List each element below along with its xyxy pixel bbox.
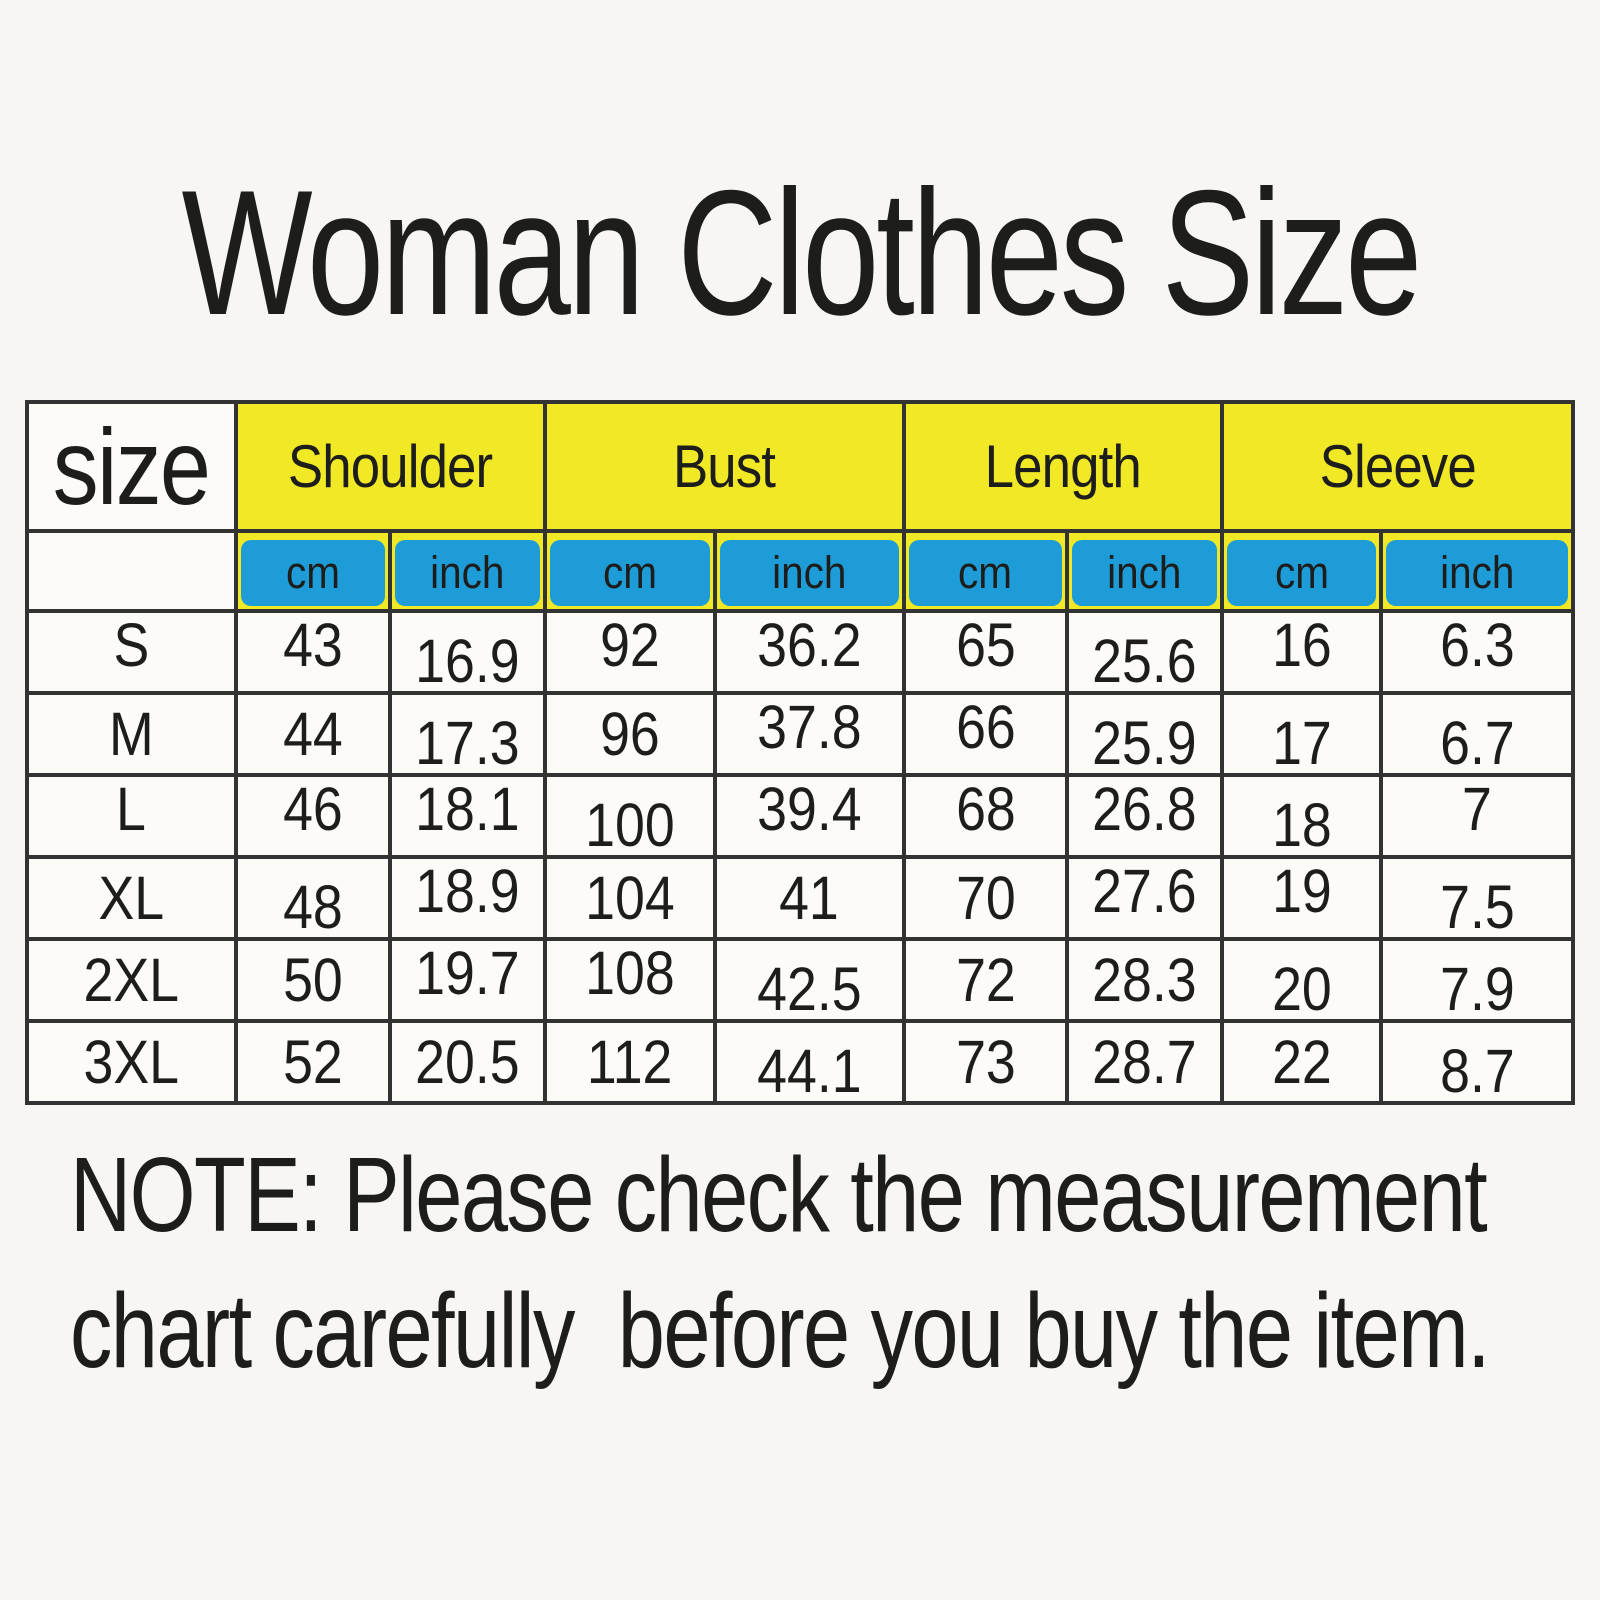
value-cell: 18.1 [388,773,547,859]
table-row-l: L 46 18.1 100 39.4 68 26.8 18 7 [25,773,1575,859]
value-cell: 7.9 [1379,937,1575,1023]
value-cell: 92 [542,609,717,695]
value-cell: 44 [233,691,393,777]
column-group-shoulder: Shoulder [233,400,547,533]
value-cell: 108 [542,937,717,1023]
value-cell: 26.8 [1065,773,1225,859]
value-cell: 6.3 [1379,609,1575,695]
value-cell: 42.5 [712,937,906,1023]
value-cell: 52 [233,1019,393,1105]
note-text: NOTE: Please check the measurement chart … [70,1128,1560,1399]
value-cell: 19 [1220,855,1384,941]
value-cell: 18 [1220,773,1384,859]
value-cell: 20.5 [388,1019,547,1105]
column-group-length: Length [901,400,1225,533]
column-group-bust: Bust [542,400,906,533]
size-chart-table: size Shoulder Bust Length Sleeve cm inch… [25,400,1575,1105]
value-cell: 73 [901,1019,1070,1105]
value-cell: 7.5 [1379,855,1575,941]
unit-header-length-cm: cm [901,529,1070,613]
unit-header-length-inch: inch [1065,529,1225,613]
value-cell: 48 [233,855,393,941]
unit-header-bust-cm: cm [542,529,717,613]
value-cell: 25.9 [1065,691,1225,777]
table-row-s: S 43 16.9 92 36.2 65 25.6 16 6.3 [25,609,1575,695]
value-cell: 44.1 [712,1019,906,1105]
value-cell: 16 [1220,609,1384,695]
table-unit-row: cm inch cm inch cm inch cm inch [25,529,1575,613]
empty-cell [25,529,238,613]
value-cell: 7 [1379,773,1575,859]
value-cell: 112 [542,1019,717,1105]
value-cell: 27.6 [1065,855,1225,941]
value-cell: 16.9 [388,609,547,695]
size-cell: XL [25,855,238,941]
value-cell: 6.7 [1379,691,1575,777]
value-cell: 17 [1220,691,1384,777]
size-cell: 3XL [25,1019,238,1105]
value-cell: 8.7 [1379,1019,1575,1105]
value-cell: 72 [901,937,1070,1023]
size-cell: 2XL [25,937,238,1023]
value-cell: 39.4 [712,773,906,859]
note-line-1: NOTE: Please check the measurement [70,1136,1488,1254]
size-cell: M [25,691,238,777]
unit-header-sleeve-cm: cm [1220,529,1384,613]
value-cell: 28.3 [1065,937,1225,1023]
unit-header-shoulder-cm: cm [233,529,393,613]
table-header-row: size Shoulder Bust Length Sleeve [25,400,1575,533]
value-cell: 66 [901,691,1070,777]
table-row-xl: XL 48 18.9 104 41 70 27.6 19 7.5 [25,855,1575,941]
value-cell: 37.8 [712,691,906,777]
value-cell: 100 [542,773,717,859]
value-cell: 65 [901,609,1070,695]
page-title: Woman Clothes Size [181,153,1422,352]
value-cell: 22 [1220,1019,1384,1105]
corner-header-size: size [25,400,238,533]
value-cell: 96 [542,691,717,777]
value-cell: 36.2 [712,609,906,695]
unit-header-bust-inch: inch [712,529,906,613]
value-cell: 20 [1220,937,1384,1023]
unit-header-shoulder-inch: inch [388,529,547,613]
value-cell: 104 [542,855,717,941]
table-row-2xl: 2XL 50 19.7 108 42.5 72 28.3 20 7.9 [25,937,1575,1023]
value-cell: 25.6 [1065,609,1225,695]
value-cell: 50 [233,937,393,1023]
note-line-2: chart carefully before you buy the item. [70,1271,1491,1390]
table-row-3xl: 3XL 52 20.5 112 44.1 73 28.7 22 8.7 [25,1019,1575,1105]
value-cell: 68 [901,773,1070,859]
value-cell: 28.7 [1065,1019,1225,1105]
column-group-sleeve: Sleeve [1220,400,1575,533]
value-cell: 41 [712,855,906,941]
value-cell: 70 [901,855,1070,941]
value-cell: 46 [233,773,393,859]
size-cell: S [25,609,238,695]
value-cell: 17.3 [388,691,547,777]
unit-header-sleeve-inch: inch [1379,529,1575,613]
value-cell: 19.7 [388,937,547,1023]
table-row-m: M 44 17.3 96 37.8 66 25.9 17 6.7 [25,691,1575,777]
size-cell: L [25,773,238,859]
value-cell: 18.9 [388,855,547,941]
value-cell: 43 [233,609,393,695]
